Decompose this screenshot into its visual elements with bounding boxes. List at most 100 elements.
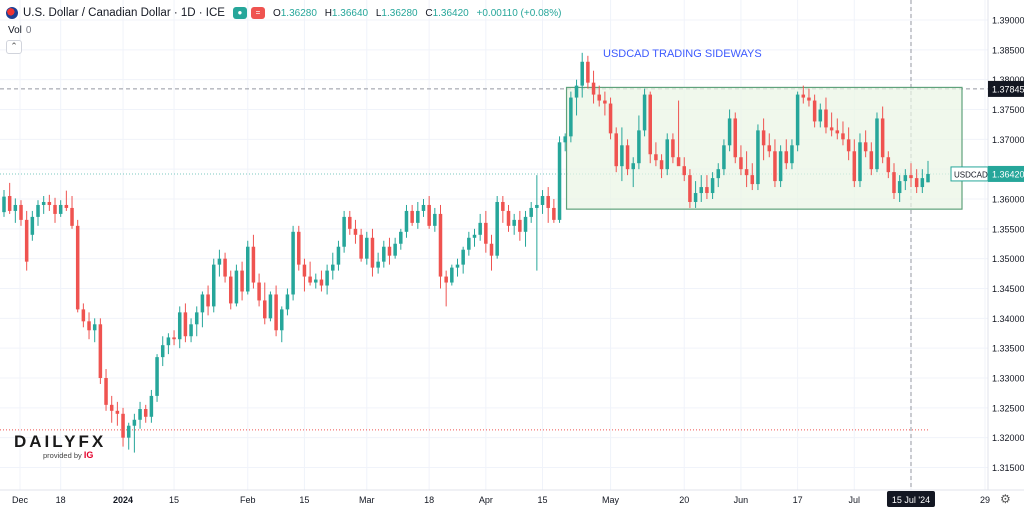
candle-body	[382, 246, 386, 262]
candle	[19, 200, 23, 226]
candle	[642, 88, 647, 137]
candle	[478, 213, 482, 241]
price-tick-label: 1.38500	[992, 45, 1024, 55]
candle-body	[359, 234, 363, 259]
candle-body	[693, 193, 698, 202]
candle	[285, 288, 290, 316]
candle-body	[274, 294, 278, 331]
candle-body	[263, 300, 267, 319]
candle	[648, 91, 652, 164]
annotation-text: USDCAD TRADING SIDEWAYS	[603, 48, 762, 60]
candle	[211, 258, 216, 313]
candle	[472, 228, 477, 247]
candle	[586, 55, 590, 89]
price-axis[interactable]: 1.390001.385001.380001.375001.370001.365…	[950, 0, 1024, 509]
candle	[115, 401, 120, 426]
candle-body	[58, 204, 63, 214]
time-tick-label: 29	[980, 495, 990, 505]
time-tick-label: Feb	[240, 495, 256, 505]
collapse-chevron-icon[interactable]: ⌃	[6, 40, 22, 54]
range-box-rect[interactable]	[565, 86, 963, 210]
time-tick-label: Jun	[734, 495, 749, 505]
candle-body	[81, 309, 86, 322]
candle-body	[574, 85, 579, 98]
ohlc-low-key: L	[375, 7, 382, 19]
candle	[172, 330, 176, 346]
candle-body	[761, 130, 766, 146]
candle	[631, 157, 635, 188]
candles	[2, 52, 930, 453]
candle	[58, 200, 63, 217]
candle-body	[410, 210, 414, 223]
candle	[659, 154, 664, 179]
candle-body	[841, 133, 845, 140]
candle-body	[744, 169, 749, 176]
candle-body	[569, 97, 573, 137]
candle	[104, 369, 108, 411]
candle-body	[722, 145, 726, 170]
candle-body	[41, 201, 46, 205]
candle-body	[30, 216, 35, 235]
candle-body	[795, 94, 800, 146]
ohlc-open-key: O	[272, 7, 281, 19]
candle-body	[540, 196, 545, 205]
candle-body	[654, 154, 658, 161]
candle	[370, 228, 375, 277]
candle	[399, 228, 403, 250]
candle-body	[546, 196, 550, 208]
time-axis[interactable]: Dec 18 2024 15 Feb 15 Mar 18 Apr 15 May 20 Jun 17 Jul 1…	[0, 489, 1024, 507]
candle-body	[484, 222, 488, 244]
candle	[450, 264, 454, 286]
candle-body	[427, 204, 431, 226]
candle	[404, 204, 409, 238]
candle	[858, 133, 862, 188]
candle-body	[189, 324, 193, 337]
candle	[824, 97, 828, 134]
candle-body	[552, 207, 556, 220]
candle-body	[858, 142, 862, 182]
candle	[200, 291, 205, 328]
candle-body	[716, 169, 721, 179]
sell-icon[interactable]: =	[250, 7, 265, 19]
candle-body	[637, 130, 641, 164]
candle	[427, 196, 431, 229]
candle-body	[489, 243, 494, 256]
candle-body	[132, 419, 137, 426]
candle-body	[138, 409, 142, 420]
logo-ig-text: IG	[83, 450, 94, 460]
candle	[733, 112, 738, 164]
candle	[234, 264, 239, 307]
candle	[546, 187, 550, 223]
symbol-title[interactable]: U.S. Dollar / Canadian Dollar · 1D · ICE	[23, 7, 225, 19]
candle-body	[268, 294, 273, 319]
candle-body	[217, 258, 222, 265]
crosshair-price-bg	[988, 80, 1024, 97]
indicator-dot-icon[interactable]: ●	[232, 7, 247, 19]
candle	[852, 139, 857, 188]
volume-legend[interactable]: Vol 0	[8, 25, 31, 36]
time-tick-label: Jul	[849, 495, 861, 505]
range-box[interactable]	[565, 86, 963, 210]
candle	[24, 210, 29, 271]
candle	[756, 124, 760, 191]
time-tick-label: Mar	[359, 495, 375, 505]
candle-body	[778, 151, 783, 182]
candle	[523, 210, 528, 247]
candle	[812, 94, 817, 128]
candle-body	[450, 267, 454, 283]
crosshair-date-label: 15 Jul '24	[892, 495, 930, 505]
candle	[773, 139, 777, 188]
candle	[750, 163, 755, 191]
candle-body	[314, 279, 318, 283]
candle-body	[620, 145, 624, 167]
price-tick-label: 1.37500	[992, 105, 1024, 115]
candle	[359, 228, 363, 262]
candle	[880, 106, 885, 164]
price-tick-label: 1.33500	[992, 344, 1024, 354]
candle	[297, 225, 301, 271]
settings-gear-icon[interactable]: ⚙	[1000, 492, 1011, 506]
last-price-label: 1.36420	[992, 169, 1024, 179]
price-tick-label: 1.31500	[992, 463, 1024, 473]
time-tick-label: 15	[299, 495, 309, 505]
